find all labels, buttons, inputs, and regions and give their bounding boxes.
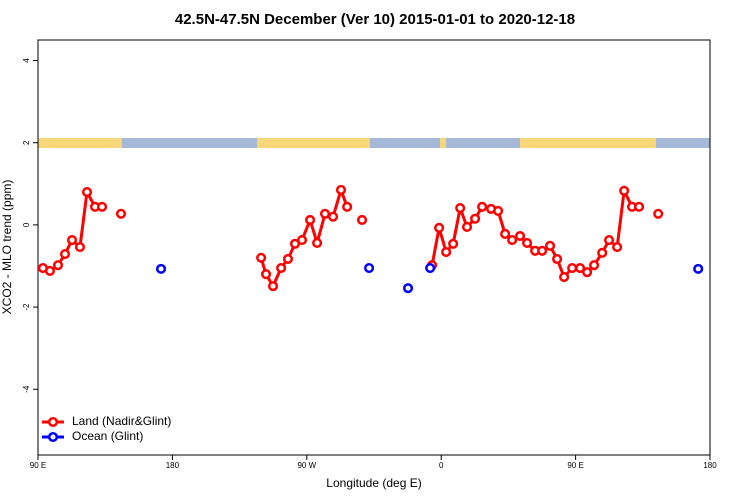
chart-title: 42.5N-47.5N December (Ver 10) 2015-01-01… xyxy=(175,11,575,28)
point xyxy=(653,208,664,219)
x-tick-label: 180 xyxy=(166,461,180,470)
point xyxy=(296,235,308,246)
point xyxy=(470,213,481,224)
series-line xyxy=(430,189,640,279)
x-axis-label: Longitude (deg E) xyxy=(326,476,421,490)
point xyxy=(693,263,704,274)
point xyxy=(582,267,593,278)
point xyxy=(441,246,452,258)
y-tick-label: -2 xyxy=(22,303,31,311)
point xyxy=(575,262,586,274)
point xyxy=(522,237,533,249)
point xyxy=(634,201,645,212)
legend-marker xyxy=(47,416,59,428)
point xyxy=(567,262,578,274)
point xyxy=(256,252,267,263)
point xyxy=(507,235,518,246)
point xyxy=(357,214,368,226)
x-tick-label: 90 E xyxy=(30,461,46,470)
point xyxy=(115,208,127,219)
point xyxy=(552,253,563,265)
point xyxy=(66,235,78,246)
point xyxy=(52,260,64,271)
land-strip xyxy=(38,138,122,148)
point xyxy=(364,262,375,274)
y-tick-label: 4 xyxy=(22,58,31,63)
point xyxy=(612,242,623,253)
land-ocean-strip xyxy=(38,138,710,148)
y-axis-label: XCO2 - MLO trend (ppm) xyxy=(0,180,14,315)
ocean-strip xyxy=(38,138,710,148)
y-tick-label: 0 xyxy=(22,222,31,227)
point xyxy=(597,247,608,258)
legend-label: Ocean (Glint) xyxy=(72,429,143,443)
point xyxy=(589,260,600,271)
point xyxy=(500,228,511,239)
point xyxy=(328,211,339,222)
x-tick-label: 90 W xyxy=(297,461,316,470)
point xyxy=(537,245,548,256)
point xyxy=(434,222,445,233)
point xyxy=(604,235,615,246)
point xyxy=(559,272,570,283)
point xyxy=(425,262,436,274)
point xyxy=(619,185,630,196)
point xyxy=(493,205,504,216)
land-strip xyxy=(257,138,370,148)
point xyxy=(268,281,279,292)
point xyxy=(335,184,347,196)
x-tick-label: 90 E xyxy=(567,461,583,470)
point xyxy=(44,265,55,276)
y-tick-label: -4 xyxy=(22,385,31,393)
legend-label: Land (Nadir&Glint) xyxy=(72,414,171,428)
point xyxy=(477,201,488,212)
x-tick-label: 0 xyxy=(439,461,444,470)
point xyxy=(319,208,331,219)
y-tick-label: 2 xyxy=(22,140,31,145)
point xyxy=(97,201,108,212)
legend-marker xyxy=(47,431,59,443)
point xyxy=(282,253,294,265)
x-tick-label: 180 xyxy=(703,461,717,470)
point xyxy=(514,230,526,242)
point xyxy=(59,249,71,260)
point xyxy=(312,237,323,249)
point xyxy=(260,269,272,280)
point xyxy=(455,203,466,214)
point xyxy=(305,214,316,226)
point xyxy=(156,263,167,274)
land-strip xyxy=(520,138,656,148)
point xyxy=(545,240,556,251)
point xyxy=(81,186,93,198)
point xyxy=(448,238,459,249)
point xyxy=(342,201,353,212)
land-strip xyxy=(440,138,446,148)
point xyxy=(402,283,414,294)
plot-frame xyxy=(37,39,711,456)
point xyxy=(461,221,473,233)
point xyxy=(276,262,287,274)
point xyxy=(74,242,86,253)
